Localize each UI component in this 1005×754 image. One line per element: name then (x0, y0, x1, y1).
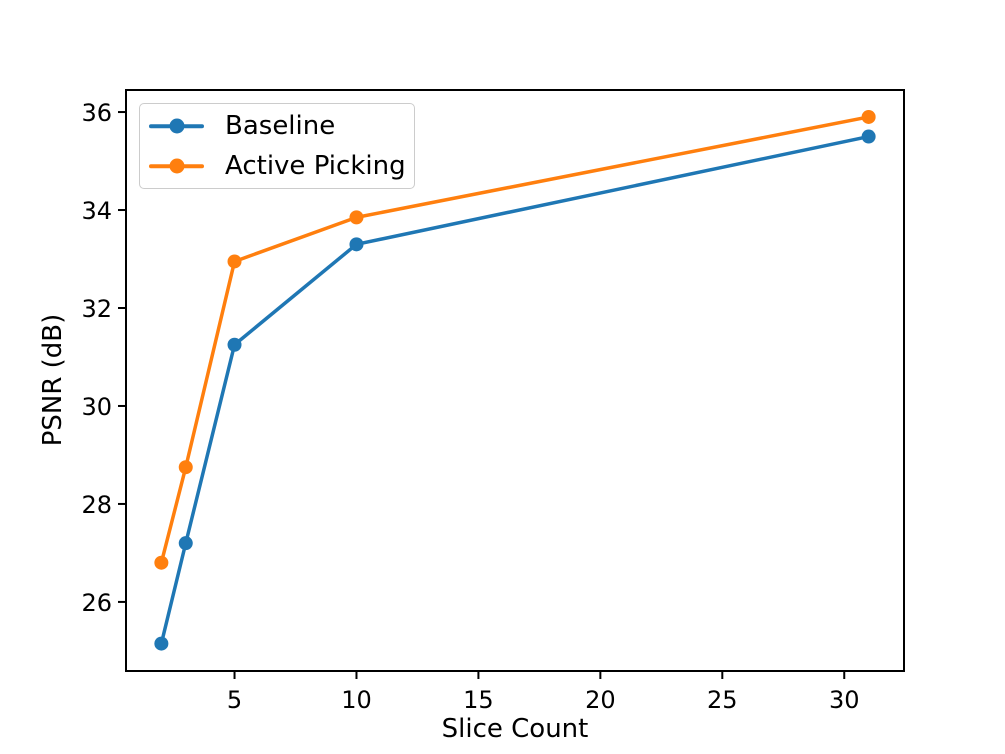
legend-label-active-picking: Active Picking (225, 151, 406, 181)
y-tick-label: 36 (81, 99, 112, 127)
y-tick-label: 28 (81, 491, 112, 519)
legend-marker-icon (169, 118, 184, 134)
data-point-active-picking (349, 210, 364, 225)
data-point-active-picking (178, 460, 193, 475)
data-point-baseline (227, 337, 242, 352)
plot-frame (125, 89, 905, 672)
y-tick-label: 26 (81, 589, 112, 617)
x-tick-label: 5 (227, 686, 242, 714)
legend-item-active-picking: Active Picking (149, 146, 414, 186)
x-tick-label: 25 (707, 686, 738, 714)
data-point-baseline (178, 536, 193, 551)
x-tick-label: 20 (585, 686, 616, 714)
legend-sample-active-picking (149, 158, 204, 174)
legend-item-baseline: Baseline (149, 106, 414, 146)
legend: Baseline Active Picking (139, 103, 415, 189)
y-tick-label: 34 (81, 197, 112, 225)
y-axis-label: PSNR (dB) (38, 313, 68, 447)
legend-marker-icon (169, 158, 184, 174)
data-point-active-picking (861, 109, 876, 124)
legend-label-baseline: Baseline (225, 111, 336, 141)
series-line-baseline (159, 134, 871, 646)
data-point-active-picking (227, 254, 242, 269)
legend-sample-baseline (149, 118, 204, 134)
data-point-active-picking (154, 555, 169, 570)
data-point-baseline (349, 237, 364, 252)
x-axis-label: Slice Count (441, 714, 589, 744)
y-tick-label: 30 (81, 393, 112, 421)
data-point-baseline (861, 129, 876, 144)
data-point-baseline (154, 636, 169, 651)
x-tick-label: 15 (463, 686, 494, 714)
y-tick-label: 32 (81, 295, 112, 323)
x-tick-label: 10 (341, 686, 372, 714)
x-tick-label: 30 (829, 686, 860, 714)
